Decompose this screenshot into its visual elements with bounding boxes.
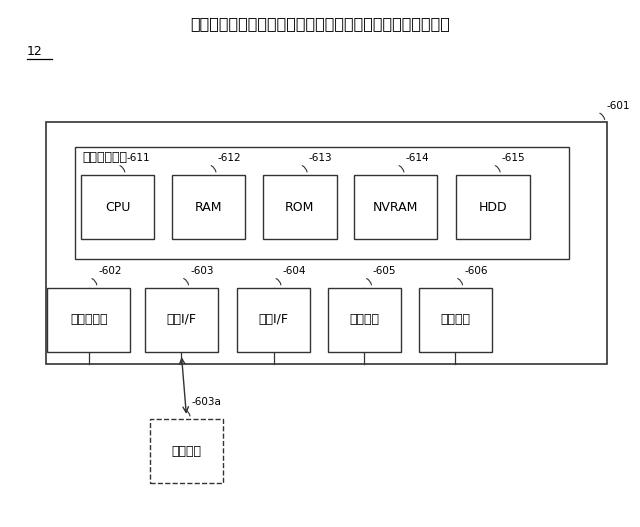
Bar <box>355 175 437 239</box>
Text: -612: -612 <box>218 153 241 163</box>
Text: -603: -603 <box>190 267 214 276</box>
Text: -611: -611 <box>126 153 150 163</box>
Bar <box>456 175 530 239</box>
Text: 操作パネル: 操作パネル <box>70 314 108 326</box>
Text: CPU: CPU <box>105 201 131 213</box>
Text: 記録媒体: 記録媒体 <box>172 444 202 457</box>
Bar <box>150 419 223 483</box>
Text: 12: 12 <box>27 45 43 58</box>
Bar <box>328 288 401 352</box>
Text: スキャナ: スキャナ <box>440 314 470 326</box>
Text: -602: -602 <box>99 267 122 276</box>
Bar <box>172 175 246 239</box>
Text: -613: -613 <box>308 153 332 163</box>
Text: -615: -615 <box>502 153 525 163</box>
Text: コントローラ: コントローラ <box>83 151 127 164</box>
Text: ROM: ROM <box>285 201 315 213</box>
Text: -606: -606 <box>464 267 488 276</box>
Bar <box>75 147 568 259</box>
Bar <box>145 288 218 352</box>
Bar <box>237 288 310 352</box>
Text: -603a: -603a <box>191 397 221 407</box>
Bar <box>47 288 130 352</box>
Bar <box>419 288 492 352</box>
Text: HDD: HDD <box>479 201 508 213</box>
Text: NVRAM: NVRAM <box>373 201 419 213</box>
Text: プリンタ: プリンタ <box>349 314 380 326</box>
Bar <box>81 175 154 239</box>
Text: -601: -601 <box>607 101 630 111</box>
Text: 通信I/F: 通信I/F <box>259 314 289 326</box>
Text: 外部I/F: 外部I/F <box>166 314 196 326</box>
Bar <box>46 122 607 364</box>
Text: -605: -605 <box>373 267 396 276</box>
Text: -604: -604 <box>282 267 306 276</box>
Text: -614: -614 <box>405 153 429 163</box>
Text: 本実施形態に係る画像形成装置の一例のハードウェア構成図: 本実施形態に係る画像形成装置の一例のハードウェア構成図 <box>190 16 450 31</box>
Bar <box>263 175 337 239</box>
Text: RAM: RAM <box>195 201 223 213</box>
